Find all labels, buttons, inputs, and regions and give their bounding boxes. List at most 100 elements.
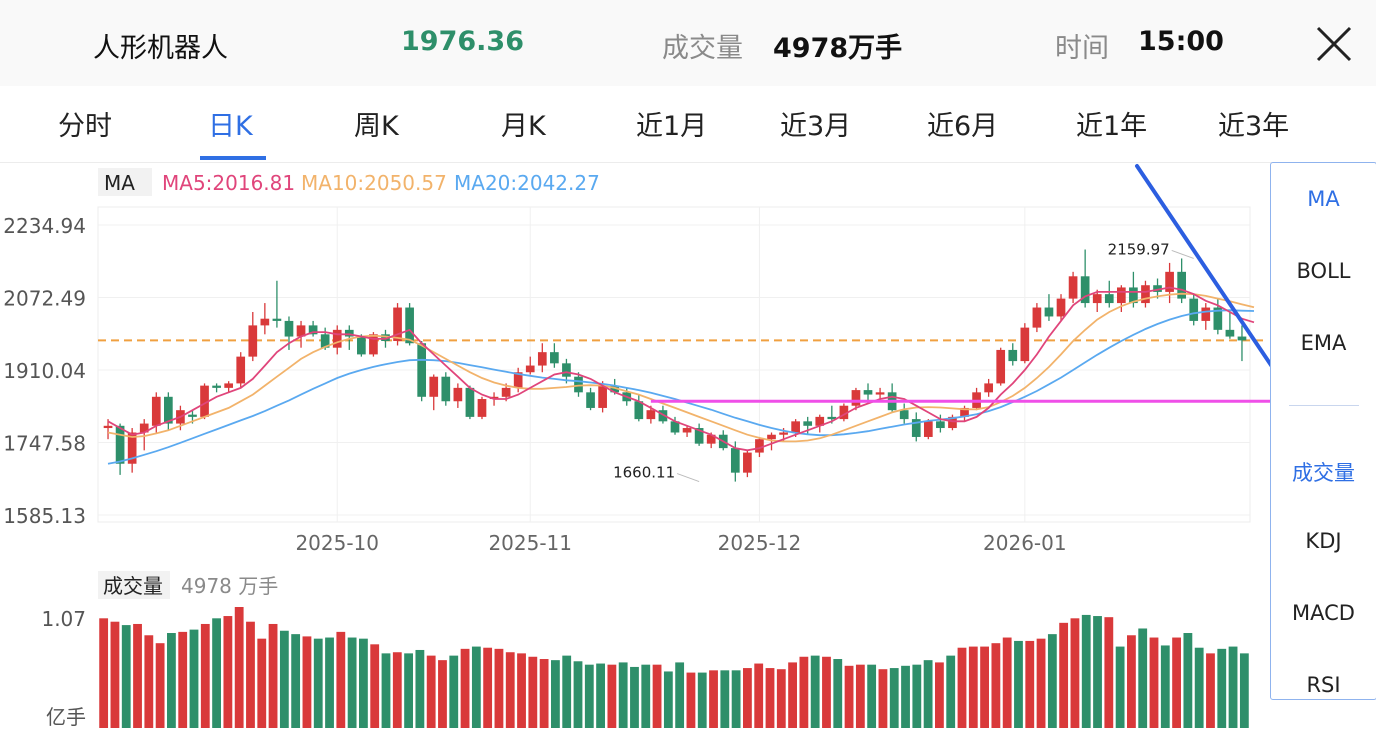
- volume-bar: [471, 646, 481, 728]
- candle-body: [248, 325, 258, 357]
- candle-body: [1116, 287, 1126, 304]
- candle-body: [875, 392, 885, 395]
- candle-body: [730, 448, 740, 473]
- time-label: 时间: [1055, 33, 1109, 64]
- volume-bar: [99, 618, 109, 728]
- candle-body: [489, 396, 499, 400]
- active-tab-indicator: [200, 156, 266, 160]
- ma-lines: [107, 286, 1255, 465]
- volume-bar: [822, 656, 831, 728]
- tab-1-year[interactable]: 近1年: [1076, 111, 1148, 142]
- volume-bar: [810, 655, 820, 728]
- indicator-kdj[interactable]: KDJ: [1305, 529, 1342, 553]
- volume-bar: [743, 668, 752, 728]
- candle-body: [103, 425, 113, 429]
- tab-intraday[interactable]: 分时: [58, 111, 112, 142]
- volume-bar: [855, 664, 865, 728]
- ma20-line: [107, 309, 1255, 465]
- volume-bar: [212, 618, 221, 728]
- indicator-boll[interactable]: BOLL: [1296, 259, 1351, 283]
- volume-bar: [833, 659, 843, 728]
- tab-daily-k[interactable]: 日K: [208, 111, 253, 142]
- candle-body: [743, 452, 752, 473]
- candle-body: [465, 387, 475, 417]
- candle-body: [1153, 285, 1162, 292]
- volume-bar: [133, 623, 142, 728]
- volume-bar: [641, 664, 651, 728]
- candle-body: [682, 428, 692, 433]
- volume-bar: [155, 643, 165, 728]
- candle-body: [441, 376, 451, 402]
- candle-body: [1068, 276, 1078, 299]
- candle-body: [1213, 307, 1223, 330]
- volume-bar: [370, 644, 380, 728]
- date-tick-label: 2025-11: [488, 531, 572, 555]
- header-bar: 人形机器人 1976.36 成交量 4978万手 时间 15:00: [0, 0, 1376, 86]
- volume-bar: [1014, 640, 1023, 728]
- candle-body: [887, 392, 897, 411]
- volume-bars: [99, 607, 1249, 728]
- volume-value: 4978万手: [773, 33, 903, 64]
- tab-3-years[interactable]: 近3年: [1218, 111, 1290, 142]
- volume-bar: [1138, 628, 1148, 728]
- candle-body: [694, 428, 704, 444]
- indicator-rsi[interactable]: RSI: [1306, 673, 1341, 697]
- annotation-leader: [1171, 249, 1194, 259]
- tab-monthly-k[interactable]: 月K: [501, 111, 546, 142]
- date-tick-label: 2026-01: [983, 531, 1067, 555]
- volume-bar: [607, 664, 617, 728]
- volume-bar: [1217, 648, 1227, 728]
- candle-body: [308, 325, 318, 335]
- close-icon[interactable]: [1314, 24, 1354, 64]
- volume-bar: [1183, 633, 1193, 728]
- price-tick-label: 1585.13: [3, 504, 86, 528]
- volume-bar: [1036, 638, 1046, 728]
- volume-bar: [279, 630, 289, 728]
- candle-body: [164, 396, 173, 424]
- candle-body: [236, 356, 246, 384]
- indicator-macd[interactable]: MACD: [1292, 601, 1355, 625]
- date-x-axis: 2025-10 2025-11 2025-12 2026-01: [295, 531, 1066, 555]
- indicator-ma[interactable]: MA: [1307, 187, 1340, 211]
- candle-body: [996, 349, 1006, 384]
- candle-body: [923, 421, 933, 437]
- indicator-ema[interactable]: EMA: [1300, 331, 1347, 355]
- candle-body: [718, 434, 728, 449]
- volume-bar: [652, 664, 662, 728]
- current-price: 1976.36: [401, 26, 524, 57]
- candle-body: [755, 439, 764, 453]
- volume-bar: [1081, 614, 1091, 728]
- volume-legend-box: [98, 571, 170, 599]
- volume-bar: [889, 668, 899, 728]
- tab-weekly-k[interactable]: 周K: [354, 111, 399, 142]
- candle-body: [405, 307, 414, 344]
- tab-6-months[interactable]: 近6月: [927, 111, 999, 142]
- price-grid: [97, 206, 1251, 523]
- ma5-legend: MA5:2016.81: [162, 171, 295, 195]
- volume-bar: [1194, 647, 1204, 728]
- candle-body: [815, 416, 825, 426]
- candle-body: [176, 410, 185, 424]
- tab-3-months[interactable]: 近3月: [780, 111, 852, 142]
- volume-bar: [901, 665, 910, 728]
- tab-1-month[interactable]: 近1月: [636, 111, 708, 142]
- price-tick-label: 1910.04: [3, 359, 86, 383]
- volume-bar: [776, 669, 786, 728]
- candle-body: [1141, 285, 1150, 304]
- candle-body: [911, 419, 921, 437]
- volume-bar: [1047, 634, 1057, 728]
- ma10-legend: MA10:2050.57: [301, 171, 447, 195]
- volume-bar: [1172, 637, 1181, 728]
- date-tick-label: 2025-12: [718, 531, 802, 555]
- candle-body: [586, 392, 595, 408]
- candle-body: [296, 325, 306, 337]
- candle-body: [574, 376, 583, 393]
- volume-bar: [980, 646, 989, 728]
- volume-bar: [223, 616, 233, 728]
- candle-body: [1129, 287, 1138, 304]
- indicator-volume[interactable]: 成交量: [1292, 461, 1355, 485]
- volume-unit-label: 亿手: [46, 705, 86, 729]
- volume-bar: [697, 672, 707, 728]
- volume-bar: [1093, 616, 1102, 728]
- candle-body: [658, 410, 668, 422]
